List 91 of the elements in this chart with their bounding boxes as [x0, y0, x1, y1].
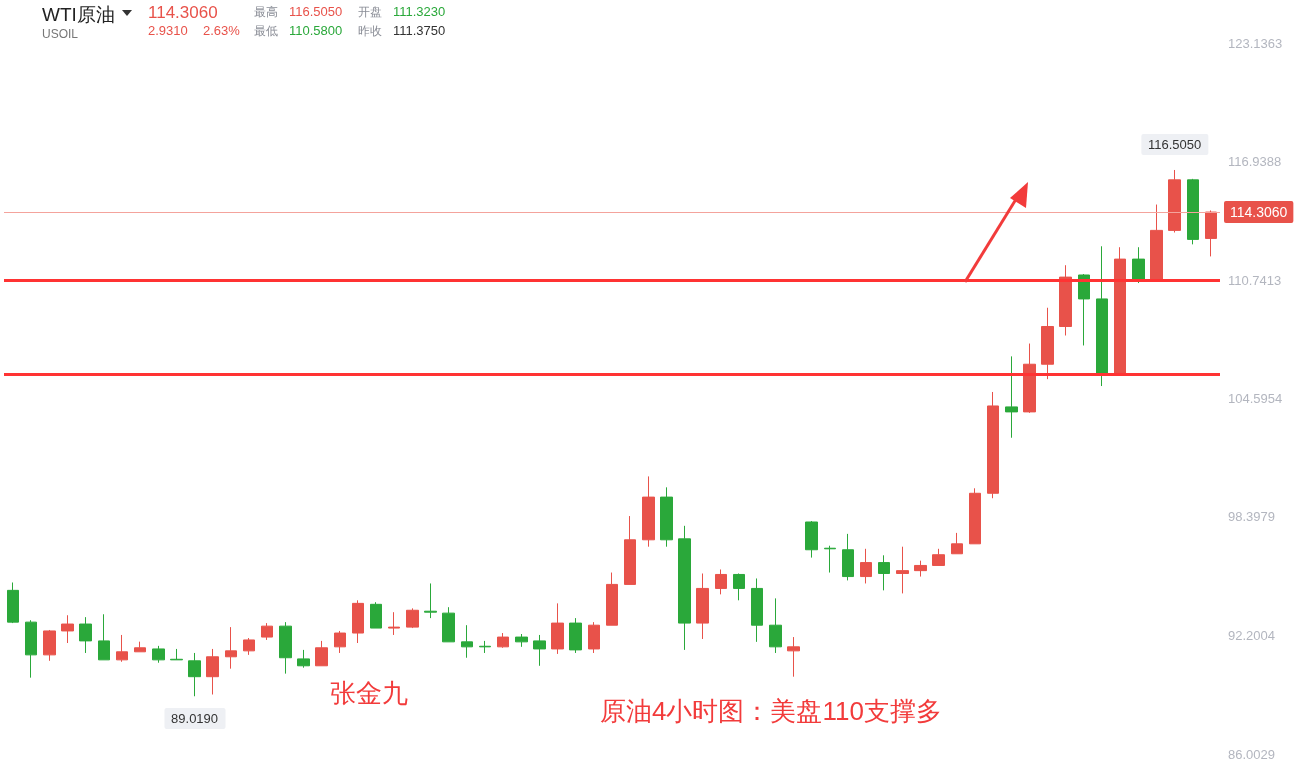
candlestick: [98, 613, 110, 661]
candlestick: [515, 633, 528, 648]
candlestick: [206, 648, 219, 696]
candlestick: [787, 636, 800, 678]
candlestick: [606, 572, 618, 626]
y-tick-label: 86.0029: [1228, 746, 1275, 762]
ref-line-label: 114.3060: [1230, 204, 1288, 220]
candlestick: [315, 640, 328, 667]
text: 最高: [254, 4, 278, 21]
candlestick: [769, 597, 782, 654]
candlestick: [479, 640, 491, 654]
candlestick: [424, 582, 437, 619]
candlestick: [660, 486, 673, 548]
text: 2.9310: [148, 23, 188, 38]
candlestick: [569, 617, 582, 654]
candlestick: [896, 546, 909, 594]
candlestick: [969, 487, 981, 545]
y-tick-label: 104.5954: [1228, 390, 1283, 406]
candlestick: [588, 621, 600, 654]
text: 114.3060: [148, 3, 218, 23]
text: 2.63%: [203, 23, 240, 38]
candlestick: [1059, 264, 1072, 336]
candlestick: [1005, 355, 1018, 439]
candlestick: [987, 391, 999, 499]
y-tick-label: 98.3979: [1228, 509, 1275, 525]
candlestick: [61, 614, 74, 644]
candlestick: [297, 649, 310, 669]
text: 116.5050: [289, 4, 343, 19]
candlestick: [25, 619, 37, 679]
annotation: 89.0190: [164, 708, 226, 730]
candlestick: [678, 525, 691, 651]
candlestick: [134, 641, 146, 653]
y-tick-label: 92.2004: [1228, 627, 1275, 643]
chart-title: WTI原油: [42, 3, 115, 27]
text: 111.3230: [393, 4, 446, 19]
candlestick: [1205, 209, 1217, 257]
candlestick: [1150, 204, 1163, 280]
candlestick: [805, 520, 818, 559]
candlestick: [152, 645, 165, 664]
y-tick-label: 110.7413: [1228, 272, 1282, 288]
candlestick: [1168, 169, 1181, 233]
candlestick: [932, 548, 945, 566]
candlestick: [824, 545, 836, 574]
candlestick: [497, 632, 509, 649]
candlestick: [951, 532, 963, 555]
candlestick: [388, 611, 400, 636]
candlestick: [1023, 343, 1036, 414]
candlestick: [461, 624, 473, 659]
candlestick: [624, 515, 636, 585]
candlestick: [715, 568, 727, 595]
y-tick-label: 123.1363: [1228, 35, 1283, 51]
text: 开盘: [358, 4, 382, 21]
candlestick: [243, 637, 255, 656]
text: 111.3750: [393, 23, 446, 38]
candlestick: [334, 630, 346, 654]
annotation: 原油4小时图：美盘110支撑多: [600, 695, 942, 728]
candlestick: [442, 606, 455, 643]
candlestick: [860, 548, 872, 584]
candlestick: [1041, 307, 1054, 380]
candlestick: [7, 582, 19, 624]
candlestick: [43, 629, 56, 662]
candlestick: [842, 533, 854, 581]
candlestick: [370, 601, 382, 629]
candlestick: [733, 573, 745, 601]
candlestick: [642, 475, 655, 548]
annotation: 116.5050: [1140, 133, 1209, 155]
candlestick: [188, 652, 201, 697]
candlestick: [116, 634, 128, 663]
text: 110.5800: [289, 23, 343, 38]
chart-subtitle: USOIL: [42, 27, 79, 41]
candlestick: [1114, 246, 1126, 374]
candlestick: [533, 634, 546, 667]
candlestick: [352, 599, 364, 644]
candlestick: [225, 626, 237, 670]
annotation: 张金九: [330, 677, 408, 710]
candlestick: [1096, 245, 1108, 387]
candlestick: [914, 560, 927, 578]
candlestick: [551, 602, 564, 655]
candlestick: [170, 648, 183, 661]
candlestick: [79, 616, 92, 654]
text: 昨收: [358, 23, 382, 40]
y-tick-label: 116.9388: [1228, 154, 1282, 170]
candlestick: [1132, 246, 1145, 284]
candlestick: [279, 621, 292, 675]
candlestick: [1187, 178, 1199, 245]
candlestick: [406, 607, 419, 629]
candlestick: [261, 622, 273, 641]
text: 最低: [254, 23, 278, 40]
candlestick: [878, 554, 890, 591]
candlestick: [696, 573, 709, 640]
candlestick: [751, 577, 763, 643]
